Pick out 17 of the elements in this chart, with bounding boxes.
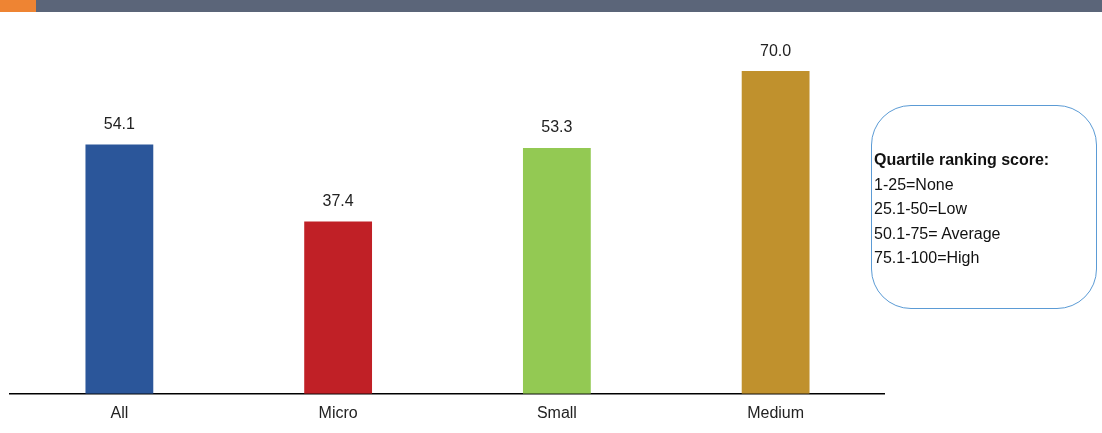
annotation: 75.1-100=High xyxy=(874,248,981,268)
x-tick-label: Micro xyxy=(318,403,358,421)
data-label: 54.1 xyxy=(103,114,136,132)
x-tick-label: All xyxy=(110,403,129,421)
bar xyxy=(85,144,154,394)
bar xyxy=(741,71,810,394)
x-tick-label: Medium xyxy=(747,403,805,421)
data-label: 70.0 xyxy=(760,41,792,59)
annotation: 1-25=None xyxy=(874,174,955,195)
annotation: Quartile ranking score: xyxy=(874,150,1051,170)
x-tick-label: Small xyxy=(536,403,577,421)
bar xyxy=(304,221,373,394)
bar xyxy=(522,148,591,394)
data-label: 53.3 xyxy=(541,118,573,136)
data-label: 37.4 xyxy=(322,191,354,209)
annotation: 50.1-75= Average xyxy=(874,223,1002,244)
annotation: 25.1-50=Low xyxy=(874,199,968,219)
